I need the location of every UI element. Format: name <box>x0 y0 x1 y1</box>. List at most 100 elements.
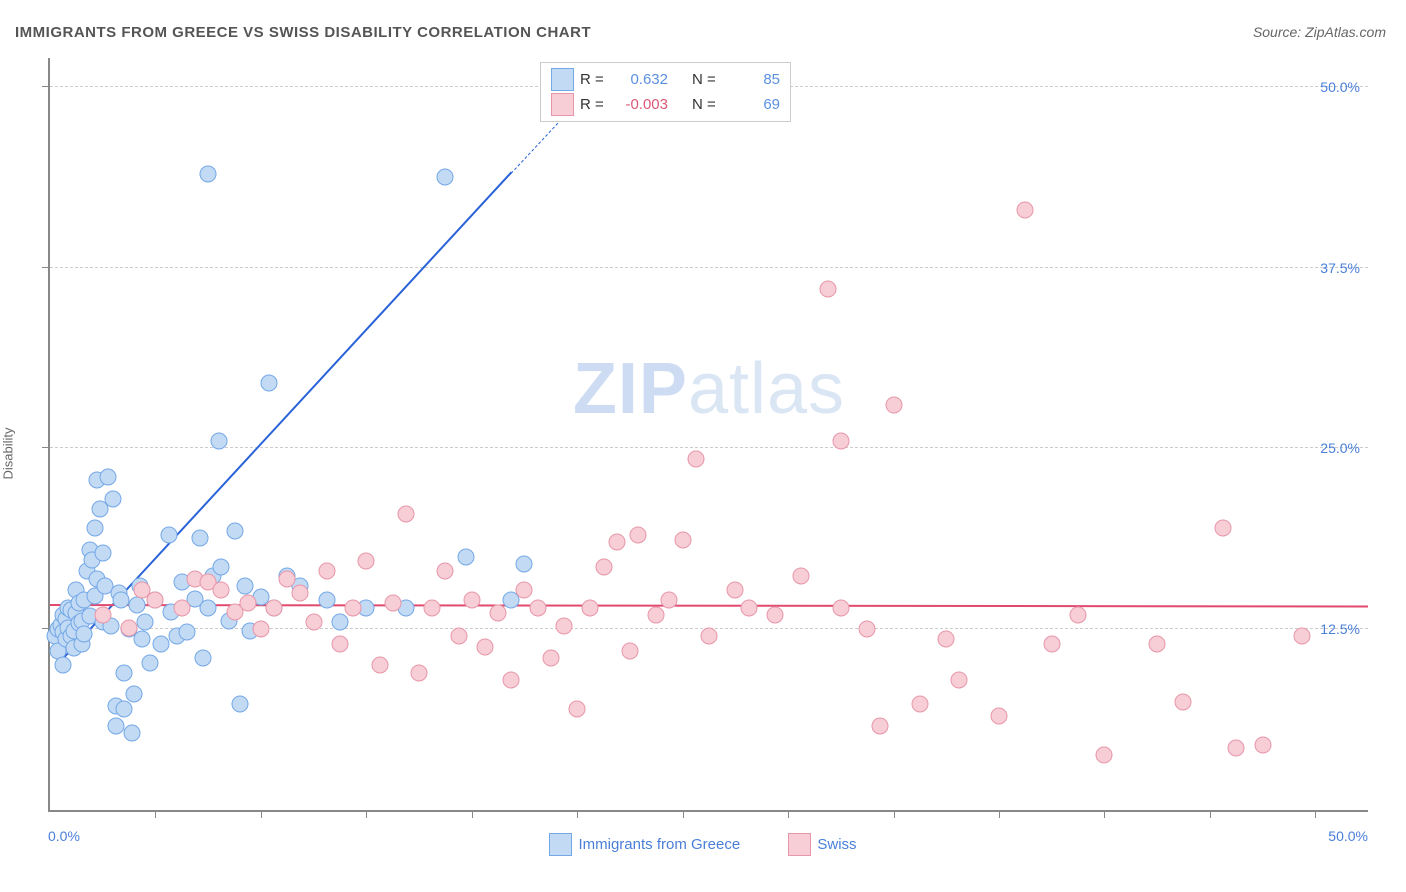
data-point <box>450 628 467 645</box>
y-tick-label: 37.5% <box>1320 260 1360 276</box>
data-point <box>121 619 138 636</box>
data-point <box>859 621 876 638</box>
data-point <box>1043 635 1060 652</box>
data-point <box>136 614 153 631</box>
x-tick <box>261 810 262 818</box>
data-point <box>516 556 533 573</box>
data-point <box>938 631 955 648</box>
data-point <box>358 553 375 570</box>
y-tick-label: 25.0% <box>1320 440 1360 456</box>
data-point <box>556 618 573 635</box>
data-point <box>192 530 209 547</box>
data-point <box>213 582 230 599</box>
data-point <box>1175 693 1192 710</box>
data-point <box>458 548 475 565</box>
data-point <box>292 585 309 602</box>
data-point <box>371 657 388 674</box>
legend-swatch-1 <box>788 833 811 856</box>
data-point <box>832 599 849 616</box>
data-point <box>819 281 836 298</box>
bottom-legend: Immigrants from Greece Swiss <box>0 833 1406 860</box>
data-point <box>476 638 493 655</box>
data-point <box>231 696 248 713</box>
data-point <box>94 544 111 561</box>
data-point <box>237 577 254 594</box>
x-tick <box>1315 810 1316 818</box>
data-point <box>86 520 103 537</box>
x-tick <box>577 810 578 818</box>
legend-label-1: Swiss <box>817 836 856 853</box>
x-tick <box>1104 810 1105 818</box>
data-point <box>200 599 217 616</box>
data-point <box>990 708 1007 725</box>
data-point <box>911 696 928 713</box>
data-point <box>345 599 362 616</box>
data-point <box>179 624 196 641</box>
n-value-0: 85 <box>726 71 780 88</box>
data-point <box>266 599 283 616</box>
y-tick-label: 50.0% <box>1320 79 1360 95</box>
swatch-series-0 <box>551 68 574 91</box>
source-label: Source: ZipAtlas.com <box>1253 24 1386 40</box>
plot-area: ZIPatlas 12.5%25.0%37.5%50.0%0.0%50.0% <box>48 58 1368 812</box>
data-point <box>648 606 665 623</box>
data-point <box>173 599 190 616</box>
watermark: ZIPatlas <box>573 348 845 430</box>
data-point <box>621 642 638 659</box>
x-tick <box>472 810 473 818</box>
gridline <box>50 267 1368 268</box>
data-point <box>1149 635 1166 652</box>
data-point <box>134 631 151 648</box>
data-point <box>94 606 111 623</box>
data-point <box>105 491 122 508</box>
legend-label-0: Immigrants from Greece <box>578 836 740 853</box>
data-point <box>608 534 625 551</box>
data-point <box>142 654 159 671</box>
data-point <box>152 635 169 652</box>
x-tick <box>788 810 789 818</box>
data-point <box>463 592 480 609</box>
data-point <box>239 595 256 612</box>
data-point <box>194 650 211 667</box>
data-point <box>331 635 348 652</box>
y-tick <box>42 86 50 87</box>
data-point <box>529 599 546 616</box>
x-tick <box>1210 810 1211 818</box>
x-tick <box>999 810 1000 818</box>
data-point <box>55 657 72 674</box>
data-point <box>200 165 217 182</box>
n-value-1: 69 <box>726 96 780 113</box>
data-point <box>107 718 124 735</box>
data-point <box>490 605 507 622</box>
data-point <box>160 527 177 544</box>
data-point <box>727 582 744 599</box>
data-point <box>213 559 230 576</box>
data-point <box>305 614 322 631</box>
data-point <box>503 671 520 688</box>
y-tick-label: 12.5% <box>1320 621 1360 637</box>
data-point <box>252 621 269 638</box>
x-tick <box>155 810 156 818</box>
swatch-series-1 <box>551 93 574 116</box>
data-point <box>437 168 454 185</box>
data-point <box>1254 736 1271 753</box>
data-point <box>674 531 691 548</box>
data-point <box>260 375 277 392</box>
r-value-1: -0.003 <box>614 96 668 113</box>
data-point <box>123 725 140 742</box>
data-point <box>318 592 335 609</box>
data-point <box>1096 747 1113 764</box>
gridline <box>50 447 1368 448</box>
data-point <box>1070 606 1087 623</box>
data-point <box>542 650 559 667</box>
data-point <box>661 592 678 609</box>
data-point <box>1017 201 1034 218</box>
data-point <box>437 563 454 580</box>
data-point <box>687 450 704 467</box>
y-tick <box>42 447 50 448</box>
x-tick <box>894 810 895 818</box>
data-point <box>126 686 143 703</box>
data-point <box>885 397 902 414</box>
data-point <box>384 595 401 612</box>
legend-swatch-0 <box>549 833 572 856</box>
